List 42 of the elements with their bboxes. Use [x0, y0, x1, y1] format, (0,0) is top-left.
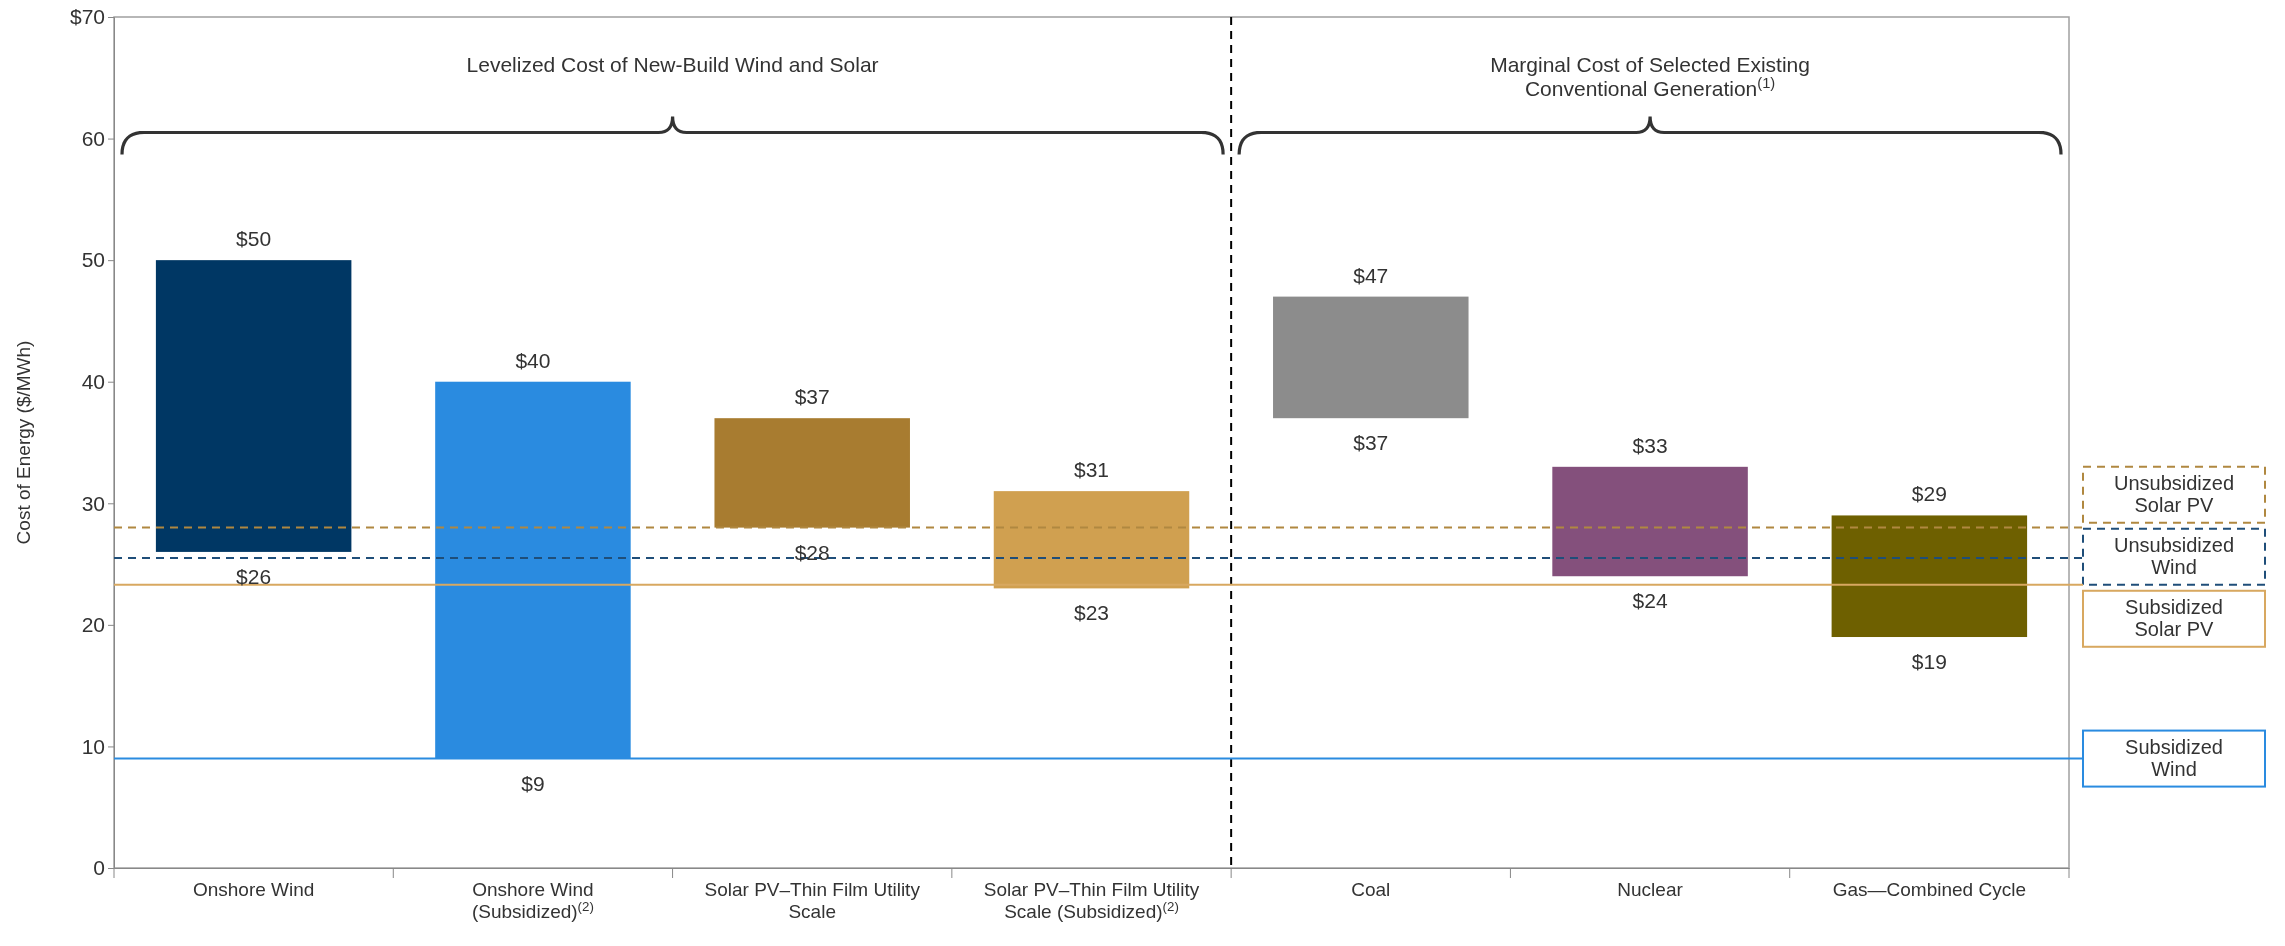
annotation: Marginal Cost of Selected Existing Conventional Generation$^{(1)}$ [1490, 52, 1810, 100]
y-tick-label: 40 [81, 369, 105, 393]
bar [1831, 515, 2028, 638]
bar [993, 491, 1190, 589]
y-tick-label: 10 [81, 734, 105, 758]
data-label: $40 [515, 348, 551, 372]
data-label: $50 [236, 227, 272, 251]
x-tick-label: Onshore Wind (Subsidized)$^{(2)}$ [471, 879, 594, 922]
annotation: $26 [236, 564, 272, 588]
annotation: Levelized Cost of New-Build Wind and Solar [466, 52, 879, 76]
y-tick-label: 30 [81, 491, 105, 515]
annotation: $23 [1073, 601, 1110, 625]
annotation: $19 [1911, 650, 1947, 674]
y-tick-label: 50 [81, 248, 105, 272]
x-tick-label: Nuclear [1617, 879, 1684, 900]
data-label: $37 [794, 385, 830, 409]
ref-line-label: Subsidized Wind [2125, 735, 2223, 780]
y-tick-label: 0 [93, 856, 105, 880]
x-tick-label: Onshore Wind [192, 879, 315, 900]
x-tick-label: Gas—Combined Cycle [1832, 879, 2026, 900]
x-tick-label: Solar PV–Thin Film Utility Scale [704, 879, 921, 922]
y-tick-label: 20 [81, 613, 105, 637]
bar [155, 260, 352, 552]
data-label: $33 [1632, 433, 1668, 457]
bar [714, 418, 910, 528]
annotation: $9 [521, 771, 545, 795]
data-label: $47 [1353, 263, 1389, 287]
data-label: $29 [1911, 482, 1947, 506]
annotation: $24 [1632, 589, 1668, 613]
data-label: $31 [1073, 458, 1110, 482]
y-axis-title: Cost of Energy ($/MWh) [13, 340, 34, 545]
annotation: $37 [1353, 431, 1389, 455]
annotation: $28 [794, 540, 830, 564]
x-tick-label: Solar PV–Thin Film Utility Scale (Subsidized)$^{(2)}$ [983, 879, 1200, 922]
ref-line-label: Subsidized Solar PV [2125, 595, 2223, 640]
bar [1552, 466, 1748, 577]
y-tick-label: 60 [81, 126, 105, 150]
y-tick-label: $70 [69, 5, 105, 29]
ref-line-label: Unsubsidized Solar PV [2113, 471, 2235, 516]
x-tick-label: Coal [1351, 879, 1391, 900]
bar [1273, 296, 1469, 419]
ref-line-label: Unsubsidized Wind [2113, 533, 2235, 578]
